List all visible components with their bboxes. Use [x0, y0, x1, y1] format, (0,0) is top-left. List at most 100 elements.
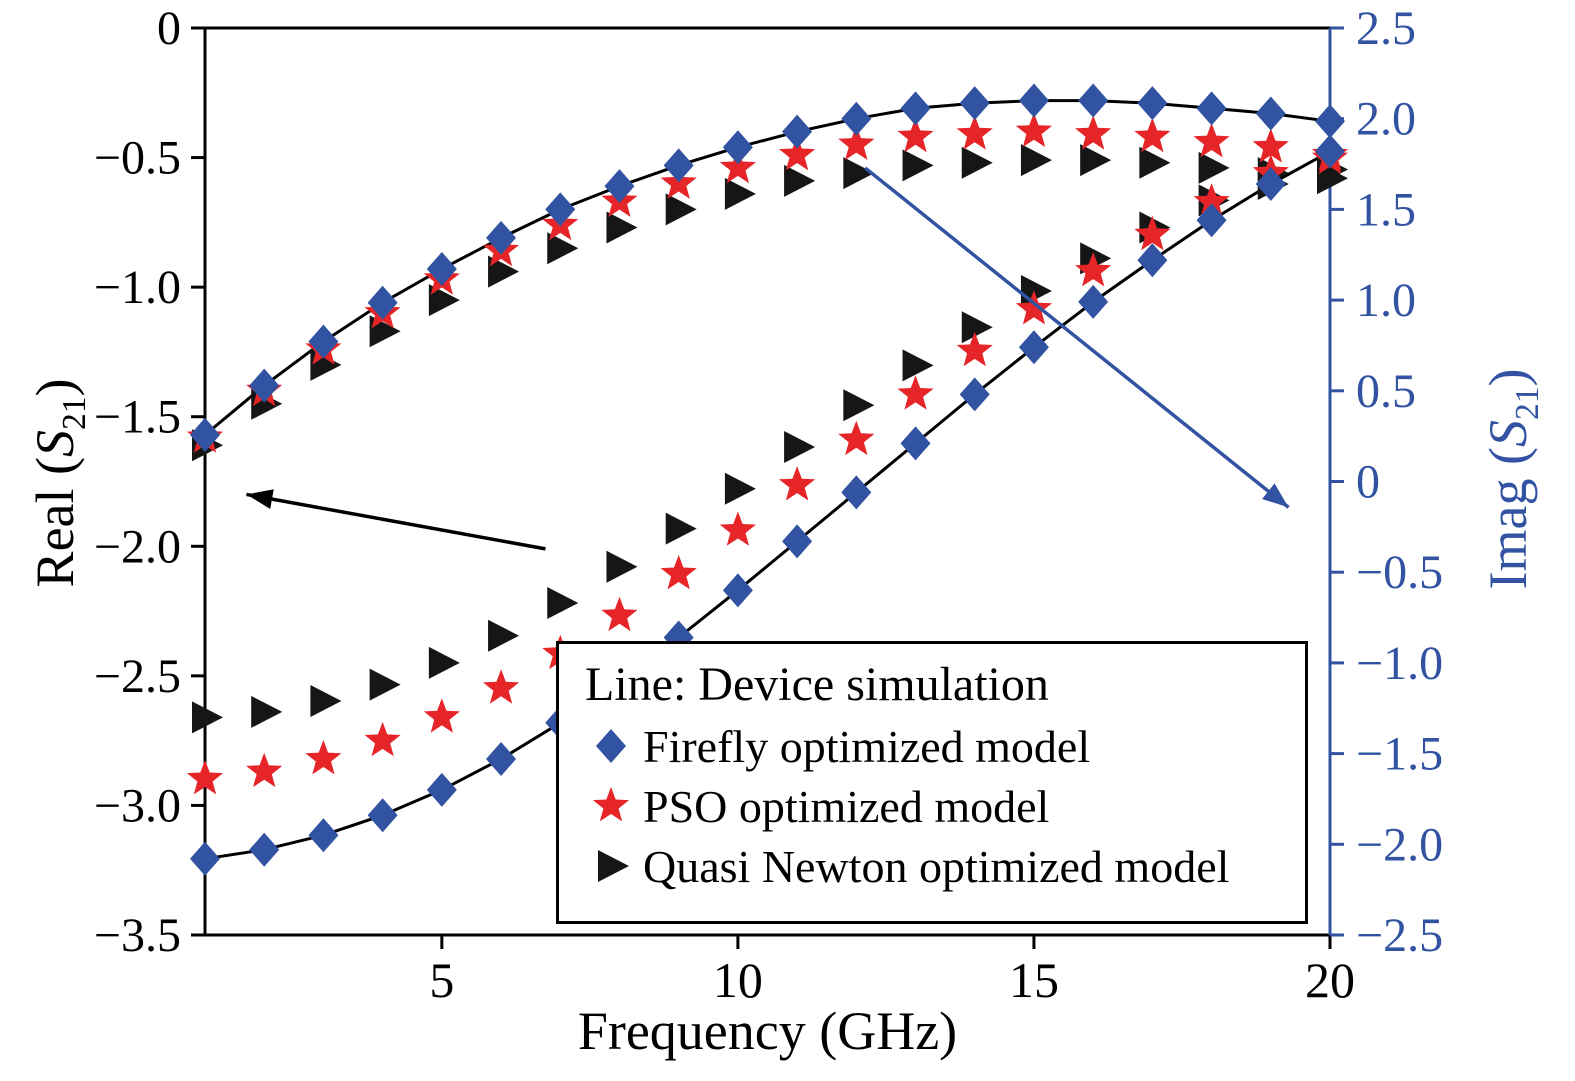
right-tick-label: 1.0 — [1356, 274, 1416, 327]
x-tick-label: 10 — [713, 952, 763, 1008]
triangle-right-marker — [606, 211, 638, 244]
triangle-right-marker — [192, 701, 223, 734]
left-axis-title-symbol: S — [25, 430, 85, 457]
left-y-axis: 0 −0.5 −1.0 −1.5 −2.0 −2.5 −3.0 −3.5 — [94, 2, 205, 962]
left-tick-label: −3.0 — [94, 779, 181, 832]
triangle-right-marker — [784, 164, 816, 197]
diamond-marker — [1255, 167, 1286, 202]
left-axis-title-text: Real ( — [25, 457, 85, 588]
star-marker — [719, 148, 756, 184]
right-tick-label: 2.0 — [1356, 93, 1416, 146]
diamond-marker — [604, 169, 635, 204]
right-tick-label: 1.5 — [1356, 183, 1416, 236]
star-marker — [838, 125, 875, 160]
diamond-marker — [841, 475, 872, 510]
x-axis: 5 10 15 20 — [429, 935, 1355, 1008]
star-marker — [1075, 252, 1112, 287]
star-marker — [838, 420, 875, 456]
right-tick-label: −2.0 — [1356, 818, 1443, 871]
diamond-marker — [1315, 134, 1345, 169]
triangle-right-marker — [784, 431, 816, 464]
arrow — [864, 166, 1290, 509]
legend-label-quasi-newton: Quasi Newton optimized model — [643, 840, 1230, 892]
diamond-marker — [900, 91, 931, 126]
series-qn_real — [192, 144, 1348, 462]
star-marker — [423, 698, 460, 733]
diamond-marker — [367, 285, 398, 320]
triangle-right-marker — [1198, 151, 1230, 184]
left-axis-title: Real (S21) — [24, 283, 93, 683]
diamond-marker — [308, 324, 339, 359]
diamond-marker — [1255, 96, 1286, 131]
star-marker — [186, 760, 224, 795]
triangle-right-marker — [488, 255, 520, 288]
right-tick-label: −1.0 — [1356, 637, 1443, 690]
star-marker — [1075, 115, 1112, 150]
triangle-right-marker — [488, 619, 520, 652]
diamond-marker — [722, 573, 753, 608]
star-marker — [719, 511, 756, 546]
star-marker — [1193, 183, 1230, 218]
triangle-right-marker — [665, 193, 697, 226]
star-marker — [601, 596, 638, 632]
star-marker — [956, 331, 993, 367]
diamond-marker — [1137, 243, 1168, 278]
diamond-marker — [900, 426, 931, 461]
triangle-right-marker — [961, 146, 993, 179]
series-sim_real — [204, 99, 1331, 437]
diamond-marker — [308, 818, 339, 853]
diamond-marker — [959, 377, 990, 412]
diamond-marker — [782, 524, 813, 559]
series-pso_real — [186, 112, 1349, 453]
diamond-marker — [1137, 86, 1168, 121]
left-tick-label: −1.0 — [94, 261, 181, 314]
star-marker — [897, 375, 934, 410]
star-marker — [956, 115, 993, 150]
triangle-right-marker — [902, 349, 934, 382]
right-axis-title: Imag (S21) — [1477, 279, 1546, 679]
x-tick-label: 15 — [1009, 952, 1059, 1008]
diamond-marker — [545, 192, 576, 227]
triangle-right-marker — [724, 472, 756, 505]
legend-item-quasi-newton: Quasi Newton optimized model — [585, 836, 1305, 896]
right-tick-label: 0 — [1356, 456, 1380, 509]
diamond-marker — [1196, 91, 1227, 126]
left-tick-label: −2.5 — [94, 650, 181, 703]
diamond-marker — [722, 130, 753, 165]
star-marker — [1015, 290, 1052, 325]
chart-legend: Line: Device simulation Firefly optimize… — [556, 641, 1308, 924]
star-marker — [483, 669, 520, 704]
series-pso_imag — [186, 139, 1349, 795]
diamond-marker — [486, 220, 517, 255]
annotation-arrows — [246, 166, 1290, 551]
star-marker — [1252, 128, 1289, 163]
legend-item-firefly: Firefly optimized model — [585, 716, 1305, 776]
star-marker — [364, 721, 401, 757]
diamond-marker — [1315, 104, 1345, 139]
star-marker-icon — [585, 782, 643, 830]
left-axis-title-suffix: ) — [25, 378, 85, 397]
right-tick-label: 2.5 — [1356, 2, 1416, 55]
x-tick-label: 5 — [429, 952, 454, 1008]
diamond-marker — [959, 86, 990, 121]
triangle-marker-icon — [585, 842, 643, 890]
right-axis-title-symbol: S — [1478, 420, 1538, 448]
star-marker — [246, 752, 283, 788]
triangle-right-marker — [1139, 146, 1171, 179]
triangle-right-marker — [665, 512, 697, 545]
left-tick-label: −2.0 — [94, 520, 181, 573]
left-tick-label: −0.5 — [94, 132, 181, 185]
right-tick-label: −2.5 — [1356, 909, 1443, 962]
triangle-right-marker — [724, 177, 756, 210]
triangle-right-marker — [961, 311, 993, 344]
star-marker — [1134, 215, 1171, 251]
star-marker — [779, 466, 816, 501]
diamond-marker — [782, 114, 813, 149]
diamond-marker — [1018, 330, 1049, 365]
star-marker — [1134, 117, 1171, 153]
star-marker — [660, 555, 697, 590]
diamond-marker — [841, 101, 872, 136]
triangle-right-marker — [428, 646, 460, 679]
